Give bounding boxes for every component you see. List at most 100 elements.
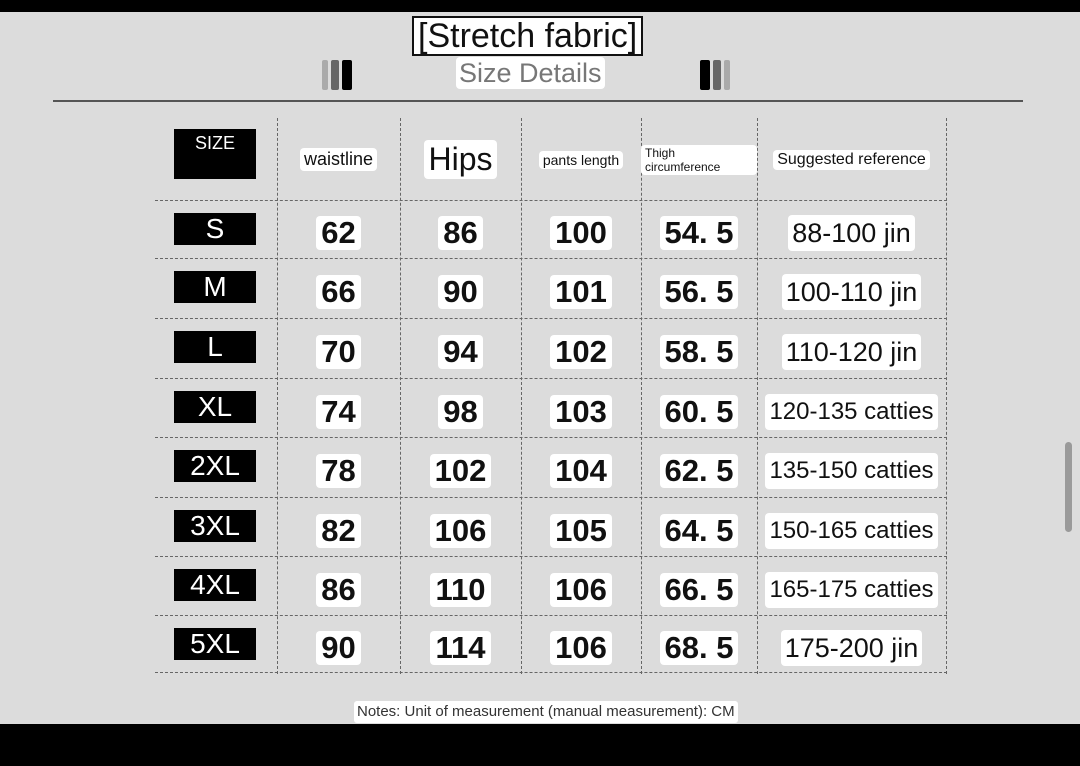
decorative-bars-left <box>322 60 352 90</box>
column-header: pants length <box>521 132 641 187</box>
column-header-label: waistline <box>299 148 378 171</box>
column-header: Thigh circumference <box>641 132 757 187</box>
table-cell: 120-135 catties <box>757 382 946 441</box>
table-cell: 106 <box>521 619 641 676</box>
column-divider <box>521 118 522 674</box>
measurement-value: 100 <box>550 216 612 250</box>
weight-reference: 100-110 jin <box>781 274 922 310</box>
weight-reference: 135-150 catties <box>765 453 938 489</box>
table-cell: 64. 5 <box>641 501 757 560</box>
measurement-value: 101 <box>550 275 612 309</box>
column-header-label: Suggested reference <box>773 149 930 170</box>
row-divider <box>155 615 947 616</box>
size-label: M <box>174 271 256 303</box>
size-chart-image: [Stretch fabric] Size Details SIZE waistl… <box>0 12 1080 724</box>
measurement-value: 90 <box>316 630 361 665</box>
measurement-value: 82 <box>316 513 361 548</box>
row-divider <box>155 672 947 673</box>
column-divider <box>757 118 758 674</box>
table-cell: 86 <box>400 204 521 262</box>
column-divider <box>641 118 642 674</box>
table-cell: 90 <box>400 262 521 322</box>
table-cell: 165-175 catties <box>757 560 946 619</box>
column-header: waistline <box>277 132 400 187</box>
size-label: XL <box>174 391 256 423</box>
measurement-value: 104 <box>550 454 612 488</box>
table-cell: 62. 5 <box>641 441 757 501</box>
size-label: S <box>174 213 256 245</box>
weight-reference: 120-135 catties <box>765 393 938 430</box>
table-cell: 68. 5 <box>641 619 757 676</box>
weight-reference: 175-200 jin <box>780 629 923 666</box>
table-cell: 70 <box>277 322 400 382</box>
size-label: L <box>174 331 256 363</box>
table-cell: 86 <box>277 560 400 619</box>
measurement-value: 86 <box>316 572 361 607</box>
table-cell: 110-120 jin <box>757 322 946 382</box>
table-cell: 106 <box>521 560 641 619</box>
table-cell: 94 <box>400 322 521 382</box>
measurement-value: 70 <box>316 335 361 369</box>
column-header-label: Hips <box>424 140 497 179</box>
row-divider <box>155 497 947 498</box>
row-divider <box>155 556 947 557</box>
measurement-value: 110 <box>430 572 491 607</box>
table-cell: 104 <box>521 441 641 501</box>
table-cell: 82 <box>277 501 400 560</box>
table-cell: 56. 5 <box>641 262 757 322</box>
table-cell: 78 <box>277 441 400 501</box>
size-label: 2XL <box>174 450 256 482</box>
weight-reference: 88-100 jin <box>788 215 915 251</box>
measurement-value: 103 <box>550 394 612 429</box>
column-header: Suggested reference <box>757 132 946 187</box>
table-cell: 102 <box>400 441 521 501</box>
table-cell: 100-110 jin <box>757 262 946 322</box>
measurement-value: 90 <box>438 275 483 309</box>
column-header-label: Thigh circumference <box>641 144 757 175</box>
column-divider <box>946 118 947 674</box>
measurement-value: 62 <box>316 216 361 250</box>
table-cell: 175-200 jin <box>757 619 946 676</box>
size-label: 5XL <box>174 628 256 660</box>
measurement-value: 106 <box>550 630 612 665</box>
size-label: 3XL <box>174 510 256 542</box>
table-cell: 105 <box>521 501 641 560</box>
table-cell: 100 <box>521 204 641 262</box>
measurement-value: 78 <box>316 454 361 488</box>
table-cell: 74 <box>277 382 400 441</box>
decorative-bars-right <box>700 60 730 90</box>
title: [Stretch fabric] <box>412 16 644 56</box>
measurement-value: 64. 5 <box>659 513 739 548</box>
measurement-value: 98 <box>438 394 483 429</box>
table-cell: 114 <box>400 619 521 676</box>
divider <box>53 100 1023 102</box>
measurement-value: 56. 5 <box>659 275 739 309</box>
row-divider <box>155 318 947 319</box>
column-divider <box>400 118 401 674</box>
weight-reference: 165-175 catties <box>765 571 938 608</box>
measurement-value: 60. 5 <box>659 394 739 429</box>
table-cell: 66. 5 <box>641 560 757 619</box>
table-cell: 90 <box>277 619 400 676</box>
table-cell: 88-100 jin <box>757 204 946 262</box>
scrollbar[interactable] <box>1065 442 1072 532</box>
weight-reference: 110-120 jin <box>781 334 922 370</box>
weight-reference: 150-165 catties <box>765 512 938 549</box>
row-divider <box>155 200 947 201</box>
table-cell: 54. 5 <box>641 204 757 262</box>
measurement-value: 66. 5 <box>659 572 739 607</box>
size-label: 4XL <box>174 569 256 601</box>
column-header-label: pants length <box>538 150 624 169</box>
table-cell: 135-150 catties <box>757 441 946 501</box>
table-cell: 110 <box>400 560 521 619</box>
measurement-value: 86 <box>438 216 483 250</box>
measurement-value: 105 <box>550 513 612 548</box>
subtitle: Size Details <box>456 57 605 89</box>
measurement-note: Notes: Unit of measurement (manual measu… <box>354 701 738 723</box>
measurement-value: 58. 5 <box>659 335 739 369</box>
table-cell: 98 <box>400 382 521 441</box>
table-cell: 106 <box>400 501 521 560</box>
measurement-value: 102 <box>550 335 612 369</box>
measurement-value: 66 <box>316 275 361 309</box>
row-divider <box>155 378 947 379</box>
